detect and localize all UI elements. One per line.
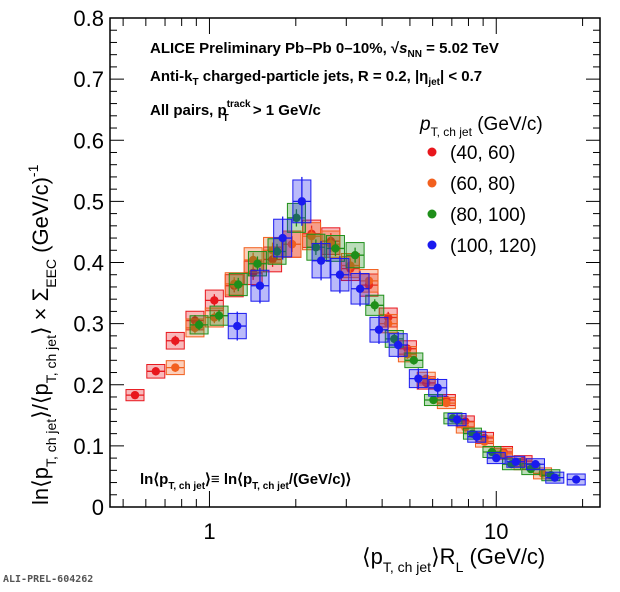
series-3 xyxy=(227,176,586,486)
data-point xyxy=(151,367,161,376)
annotation-log-definition: ln⟨pT, ch jet⟩≡ ln⟨pT, ch jet/(GeV/c)⟩ xyxy=(140,471,351,492)
data-point xyxy=(335,270,345,279)
data-point xyxy=(452,415,462,424)
y-tick-label: 0 xyxy=(92,495,104,520)
y-tick-label: 0.3 xyxy=(73,312,104,337)
annotation-line1: ALICE Preliminary Pb–Pb 0–10%, √sNN = 5.… xyxy=(150,40,499,60)
data-point xyxy=(278,233,287,243)
y-tick-label: 0.1 xyxy=(73,434,104,459)
data-point xyxy=(374,325,384,334)
y-tick-label: 0.2 xyxy=(73,373,104,398)
data-point xyxy=(355,284,365,293)
legend-marker xyxy=(427,178,437,188)
x-tick-label: 10 xyxy=(484,519,508,544)
legend-marker xyxy=(427,240,437,250)
data-point xyxy=(253,259,262,268)
y-tick-label: 0.5 xyxy=(73,189,104,214)
data-point xyxy=(316,256,326,265)
legend-marker xyxy=(427,209,437,219)
legend-label: (60, 80) xyxy=(450,174,515,195)
data-point xyxy=(531,460,540,469)
x-axis-title: ⟨pT, ch jet⟩RL (GeV/c) xyxy=(362,544,545,575)
data-point xyxy=(550,473,559,482)
y-tick-label: 0.7 xyxy=(73,67,104,92)
data-point xyxy=(492,453,501,463)
data-point xyxy=(311,243,321,252)
data-point xyxy=(331,244,340,253)
data-point xyxy=(572,475,581,484)
data-point xyxy=(350,250,360,260)
legend-label: (100, 120) xyxy=(450,236,537,257)
data-point xyxy=(171,336,180,345)
data-point xyxy=(390,334,399,344)
annotation-line2: Anti-kT charged-particle jets, R = 0.2, … xyxy=(150,68,482,88)
x-tick-label: 1 xyxy=(203,519,215,544)
data-point xyxy=(472,432,481,441)
data-point xyxy=(234,280,243,289)
data-point xyxy=(297,197,307,206)
data-point xyxy=(292,213,301,223)
data-point xyxy=(442,398,451,408)
data-point xyxy=(433,383,442,393)
legend-marker xyxy=(427,147,437,157)
data-point xyxy=(370,301,379,310)
data-point xyxy=(393,340,403,350)
data-point xyxy=(414,374,423,383)
data-point xyxy=(409,356,419,365)
data-point xyxy=(214,311,224,320)
data-point xyxy=(429,395,438,405)
data-point xyxy=(480,437,489,446)
y-tick-label: 0.8 xyxy=(73,6,104,31)
data-point xyxy=(487,447,497,457)
annotation-line3: All pairs, ptrack T > 1 GeV/c xyxy=(150,99,321,124)
data-point xyxy=(272,247,282,256)
legend-label: (40, 60) xyxy=(450,143,515,164)
data-point xyxy=(511,457,521,466)
y-tick-label: 0.4 xyxy=(73,251,104,276)
y-tick-label: 0.6 xyxy=(73,128,104,153)
legend-label: (80, 100) xyxy=(450,205,526,226)
data-point xyxy=(194,320,204,330)
watermark: ALI-PREL-604262 xyxy=(3,574,94,585)
legend-title: pT, ch jet (GeV/c) xyxy=(419,114,543,139)
data-point xyxy=(255,281,265,290)
y-axis-title: ln⟨pT, ch jet⟩/⟨pT, ch jet⟩ × ΣEEC (GeV/… xyxy=(25,164,59,505)
data-point xyxy=(171,363,180,372)
data-point xyxy=(233,321,242,331)
data-point xyxy=(210,296,219,305)
data-point xyxy=(130,390,140,400)
